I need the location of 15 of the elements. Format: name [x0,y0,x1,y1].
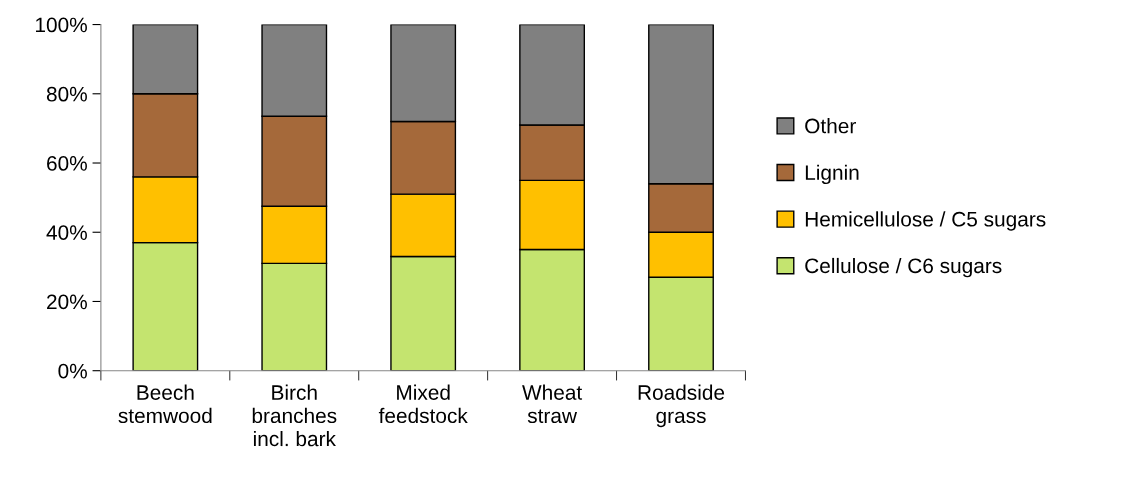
x-tick-label: Wheat straw [522,384,583,424]
x-tick-label: Beech stemwood [118,384,212,424]
x-tick-label: Roadside grass [638,384,725,428]
legend-label: Other [805,118,856,134]
legend-label: Hemicellulose / C5 sugars [805,211,1046,231]
y-tick-label: 20% [47,294,87,310]
y-tick-label: 80% [46,86,87,102]
legend-label: Cellulose / C6 sugars [805,257,1002,278]
y-tick-label: 60% [47,156,87,171]
x-tick-label: Birch branches incl. bark [252,384,337,447]
legend-label: Lignin [805,164,859,185]
y-tick-label: 40% [46,225,87,240]
y-tick-label: 100% [36,17,87,33]
x-tick-label: Mixed feedstock [378,384,468,424]
y-tick-label: 0% [58,363,87,379]
